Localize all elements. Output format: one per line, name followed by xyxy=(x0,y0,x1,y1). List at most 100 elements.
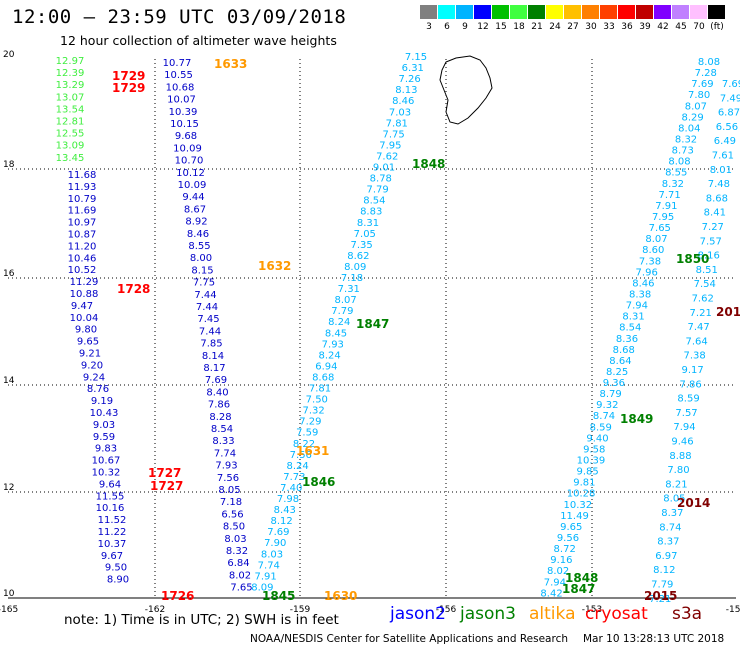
wave-height-value: 10.70 xyxy=(175,156,204,167)
wave-height-value: 7.54 xyxy=(694,279,716,290)
wave-height-value: 7.69 xyxy=(267,527,289,538)
wave-height-value: 8.36 xyxy=(616,334,638,345)
wave-height-value: 9.36 xyxy=(603,378,625,389)
wave-height-value: 7.47 xyxy=(688,322,710,333)
wave-height-value: 10.68 xyxy=(166,82,195,93)
wave-height-value: 8.76 xyxy=(87,384,109,395)
wave-height-value: 9.40 xyxy=(586,433,608,444)
wave-height-value: 9.50 xyxy=(105,563,127,574)
colorbar-label: 15 xyxy=(495,22,507,32)
wave-height-value: 7.74 xyxy=(258,560,280,571)
lat-tick-label: 14 xyxy=(3,376,15,386)
wave-height-value: 12.97 xyxy=(56,56,85,67)
chart-subtitle: 12 hour collection of altimeter wave hei… xyxy=(60,33,337,48)
colorbar-cell xyxy=(582,5,599,19)
wave-height-value: 13.07 xyxy=(56,92,85,103)
wave-height-value: 8.64 xyxy=(609,356,631,367)
wave-height-value: 7.64 xyxy=(686,336,708,347)
wave-height-value: 7.29 xyxy=(299,417,321,428)
colorbar-label: 24 xyxy=(549,22,561,32)
wave-height-value: 9.44 xyxy=(182,192,204,203)
wave-height-value: 10.55 xyxy=(164,70,193,81)
wave-height-value: 10.09 xyxy=(173,143,202,154)
wave-height-value: 11.68 xyxy=(68,170,97,181)
wave-height-value: 7.69 xyxy=(205,375,227,386)
legend-s3a: s3a xyxy=(672,604,703,624)
lon-tick-label: -153 xyxy=(582,605,602,615)
wave-height-value: 8.25 xyxy=(606,367,628,378)
wave-height-value: 7.61 xyxy=(712,151,734,162)
wave-height-value: 9.21 xyxy=(79,349,101,360)
wave-height-value: 8.15 xyxy=(191,265,213,276)
wave-height-value: 8.74 xyxy=(593,411,615,422)
wave-height-value: 8.51 xyxy=(696,265,718,276)
colorbar-label: 45 xyxy=(675,22,687,32)
wave-height-value: 7.69 xyxy=(691,79,713,90)
wave-height-value: 7.50 xyxy=(306,395,328,406)
wave-height-value: 9.65 xyxy=(77,337,99,348)
wave-height-value: 7.59 xyxy=(296,428,318,439)
wave-height-value: 10.46 xyxy=(68,253,97,264)
wave-height-value: 10.09 xyxy=(178,180,207,191)
wave-height-value: 6.56 xyxy=(221,509,243,520)
wave-height-value: 7.93 xyxy=(215,461,237,472)
colorbar-cell xyxy=(708,5,725,19)
wave-height-value: 7.95 xyxy=(652,212,674,223)
wave-height-value: 7.45 xyxy=(197,314,219,325)
pass-time-label: 1727 xyxy=(150,479,183,493)
colorbar-label: 33 xyxy=(603,22,615,32)
chart-title: 12:00 – 23:59 UTC 03/09/2018 xyxy=(12,6,347,28)
wave-height-value: 8.00 xyxy=(190,253,212,264)
wave-height-value: 8.24 xyxy=(286,461,308,472)
wave-height-value: 12.55 xyxy=(56,129,85,140)
wave-height-value: 7.74 xyxy=(214,448,236,459)
pass-time-label: 1632 xyxy=(258,259,291,273)
wave-height-value: 7.79 xyxy=(651,580,673,591)
legend-altika: altika xyxy=(529,604,576,624)
pass-time-label: 2015 xyxy=(644,589,677,603)
colorbar-label: 3 xyxy=(426,22,432,32)
pass-time-label: 1729 xyxy=(112,69,145,83)
wave-height-value: 8.78 xyxy=(370,174,392,185)
wave-height-value: 8.07 xyxy=(685,101,707,112)
wave-height-value: 8.59 xyxy=(590,422,612,433)
wave-height-value: 7.75 xyxy=(193,278,215,289)
colorbar-label: 30 xyxy=(585,22,597,32)
wave-height-value: 10.37 xyxy=(98,539,127,550)
wave-height-value: 10.28 xyxy=(567,489,596,500)
wave-height-value: 7.21 xyxy=(649,594,671,605)
wave-height-value: 9.68 xyxy=(175,131,197,142)
lon-tick-label: -159 xyxy=(290,605,311,615)
colorbar-cell xyxy=(474,5,491,19)
wave-height-value: 7.44 xyxy=(194,290,216,301)
wave-height-value: 8.55 xyxy=(188,241,210,252)
wave-height-value: 8.68 xyxy=(613,345,635,356)
wave-height-value: 8.38 xyxy=(629,289,651,300)
wave-height-value: 8.73 xyxy=(672,146,694,157)
wave-height-value: 7.75 xyxy=(382,129,404,140)
wave-height-value: 11.69 xyxy=(68,206,97,217)
wave-height-value: 7.49 xyxy=(720,93,740,104)
wave-height-value: 8.01 xyxy=(710,165,732,176)
wave-height-value: 8.46 xyxy=(632,278,654,289)
wave-height-value: 7.86 xyxy=(208,400,230,411)
wave-height-value: 8.90 xyxy=(107,575,129,586)
wave-height-value: 8.46 xyxy=(392,96,414,107)
wave-height-value: 10.52 xyxy=(68,265,97,276)
wave-height-value: 7.56 xyxy=(217,473,239,484)
wave-height-value: 7.26 xyxy=(398,74,420,85)
wave-height-value: 8.13 xyxy=(395,85,417,96)
wave-height-value: 7.71 xyxy=(659,190,681,201)
wave-height-value: 10.43 xyxy=(90,408,119,419)
credit-line: NOAA/NESDIS Center for Satellite Applica… xyxy=(250,633,568,645)
wave-height-value: 8.74 xyxy=(659,522,681,533)
wave-height-value: 6.56 xyxy=(716,122,738,133)
wave-height-value: 8.72 xyxy=(554,544,576,555)
wave-height-value: 9.32 xyxy=(596,400,618,411)
wave-height-value: 7.62 xyxy=(376,151,398,162)
wave-height-value: 9.17 xyxy=(681,365,703,376)
wave-height-value: 7.86 xyxy=(679,379,701,390)
wave-height-value: 8.32 xyxy=(675,134,697,145)
colorbar-cell xyxy=(492,5,509,19)
wave-height-value: 8.54 xyxy=(363,196,385,207)
